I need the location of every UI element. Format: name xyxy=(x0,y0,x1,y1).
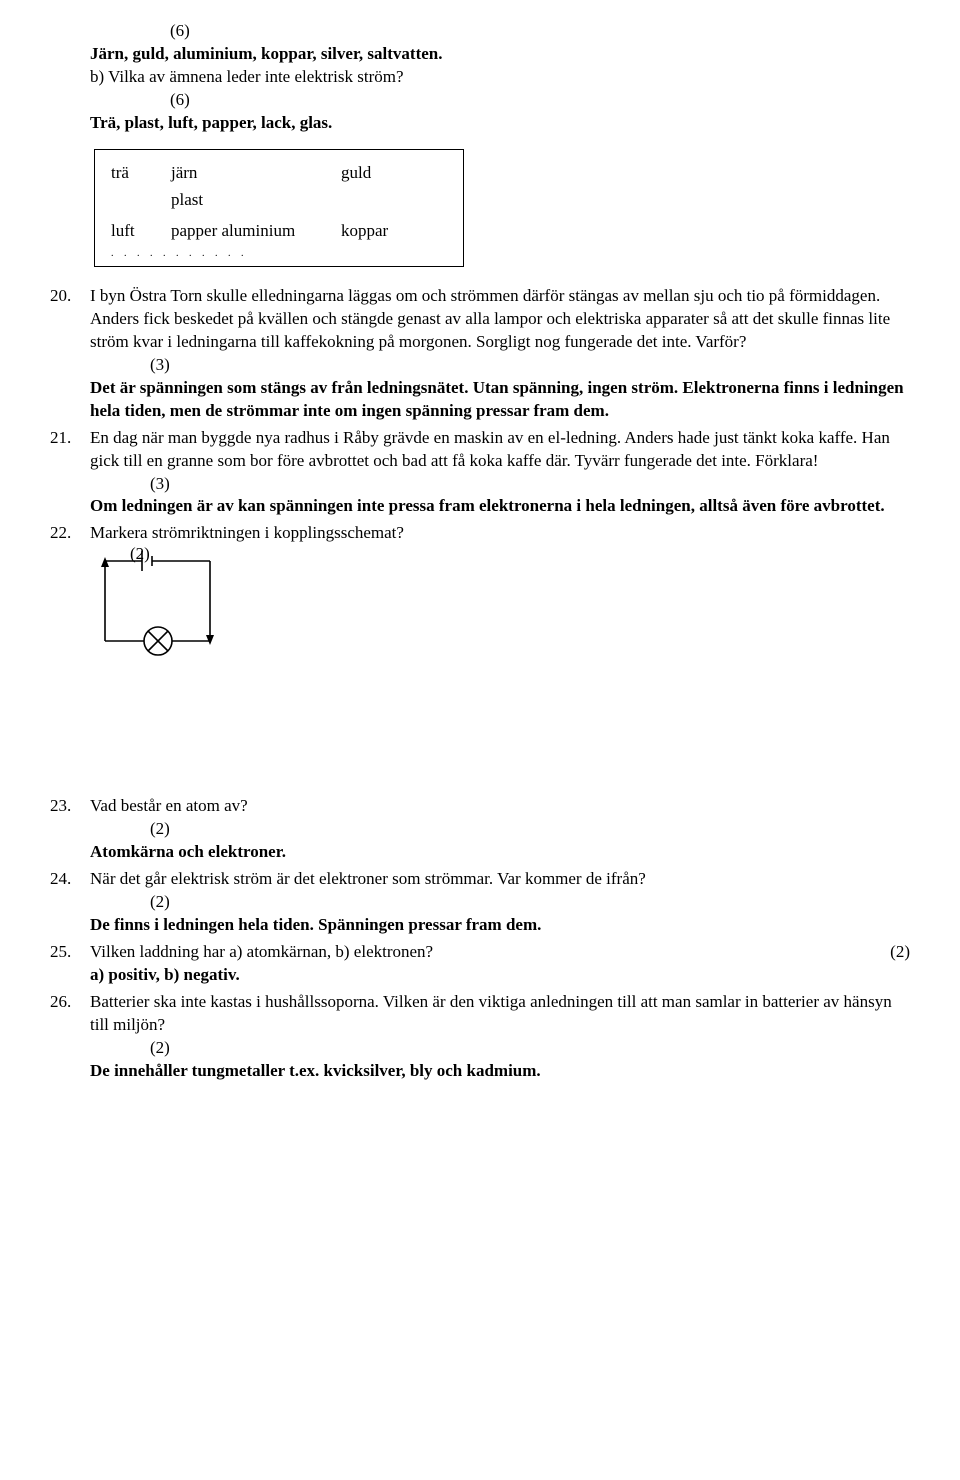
q21-text: En dag när man byggde nya radhus i Råby … xyxy=(90,428,890,470)
wordbox-row-2: plast xyxy=(111,189,447,212)
q26-points: (2) xyxy=(150,1037,910,1060)
question-23: 23. Vad består en atom av? (2) Atomkärna… xyxy=(50,795,910,864)
q21-answer: Om ledningen är av kan spänningen inte p… xyxy=(90,495,910,518)
wb-cell: guld xyxy=(341,162,441,185)
question-24: 24. När det går elektrisk ström är det e… xyxy=(50,868,910,937)
question-25: 25. Vilken laddning har a) atomkärnan, b… xyxy=(50,941,910,987)
points-6b: (6) xyxy=(170,89,910,112)
wb-cell: papper aluminium xyxy=(171,220,341,243)
qnum-24: 24. xyxy=(50,868,90,891)
wordbox-row-3: luft papper aluminium koppar xyxy=(111,220,447,243)
question-21: 21. En dag när man byggde nya radhus i R… xyxy=(50,427,910,519)
q26-text: Batterier ska inte kastas i hushållssopo… xyxy=(90,992,892,1034)
qnum-21: 21. xyxy=(50,427,90,450)
answer-a: Järn, guld, aluminium, koppar, silver, s… xyxy=(90,43,910,66)
circuit-diagram xyxy=(90,549,235,664)
q23-answer: Atomkärna och elektroner. xyxy=(90,841,910,864)
question-22: 22. Markera strömriktningen i kopplingss… xyxy=(50,522,910,681)
word-box: trä järn guld plast luft papper aluminiu… xyxy=(94,149,464,267)
q23-text: Vad består en atom av? xyxy=(90,796,248,815)
q23-points: (2) xyxy=(150,818,910,841)
wb-cell: plast xyxy=(171,189,341,212)
question-b: b) Vilka av ämnena leder inte elektrisk … xyxy=(90,66,910,89)
q25-text: Vilken laddning har a) atomkärnan, b) el… xyxy=(90,942,433,961)
wb-cell: koppar xyxy=(341,220,441,243)
q26-answer: De innehåller tungmetaller t.ex. kvicksi… xyxy=(90,1060,910,1083)
q25-answer: a) positiv, b) negativ. xyxy=(90,964,870,987)
q22-text: Markera strömriktningen i kopplingsschem… xyxy=(90,523,404,542)
q20-answer: Det är spänningen som stängs av från led… xyxy=(90,377,910,423)
question-20: 20. I byn Östra Torn skulle elledningarn… xyxy=(50,285,910,423)
qnum-26: 26. xyxy=(50,991,90,1014)
wb-cell: trä xyxy=(111,162,171,185)
q24-text: När det går elektrisk ström är det elekt… xyxy=(90,869,646,888)
q24-answer: De finns i ledningen hela tiden. Spännin… xyxy=(90,914,910,937)
wb-dots: . . . . . . . . . . . xyxy=(111,247,447,261)
wb-cell: luft xyxy=(111,220,171,243)
wb-cell xyxy=(111,189,171,212)
q25-trail-points: (2) xyxy=(870,941,910,964)
qnum-23: 23. xyxy=(50,795,90,818)
q22-points: (2) xyxy=(130,543,150,566)
wordbox-row-1: trä järn guld xyxy=(111,162,447,185)
wb-cell: järn xyxy=(171,162,341,185)
qnum-20: 20. xyxy=(50,285,90,308)
qnum-25: 25. xyxy=(50,941,90,964)
intro-block: (6) Järn, guld, aluminium, koppar, silve… xyxy=(90,20,910,135)
answer-b: Trä, plast, luft, papper, lack, glas. xyxy=(90,112,910,135)
q21-points: (3) xyxy=(150,473,910,496)
q20-points: (3) xyxy=(150,354,910,377)
points-6a: (6) xyxy=(170,20,910,43)
q20-text: I byn Östra Torn skulle elledningarna lä… xyxy=(90,286,890,351)
question-26: 26. Batterier ska inte kastas i hushålls… xyxy=(50,991,910,1083)
q24-points: (2) xyxy=(150,891,910,914)
wb-cell xyxy=(341,189,441,212)
qnum-22: 22. xyxy=(50,522,90,545)
